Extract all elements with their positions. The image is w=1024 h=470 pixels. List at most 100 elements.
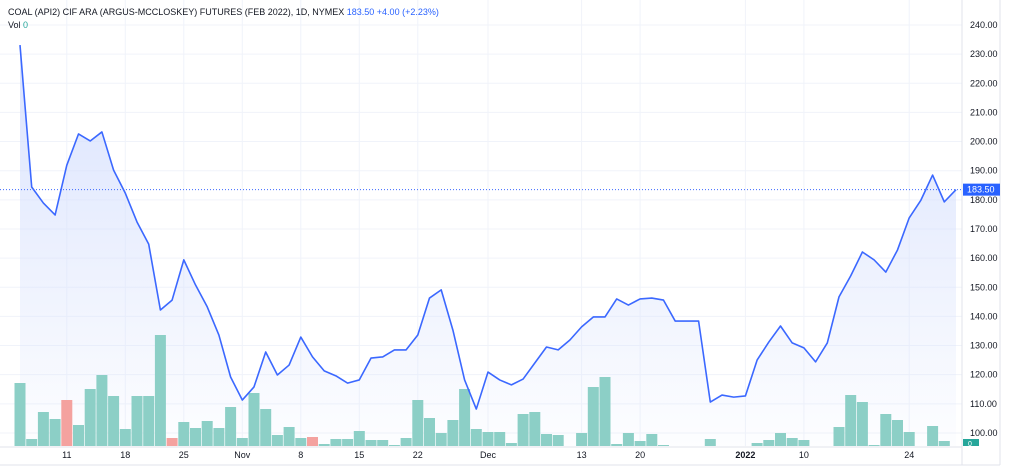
volume-value: 0 [23, 20, 29, 30]
chart-legend: COAL (API2) CIF ARA (ARGUS-MCCLOSKEY) FU… [8, 6, 439, 32]
volume-bar [412, 400, 424, 446]
x-tick-label: 2022 [735, 450, 755, 460]
y-tick-label: 200.00 [970, 137, 998, 147]
volume-bar [424, 418, 435, 446]
x-tick-label: Nov [234, 450, 251, 460]
volume-bar [213, 428, 225, 446]
volume-bar [283, 427, 295, 446]
volume-bar [775, 433, 786, 446]
x-tick-label: 15 [354, 450, 364, 460]
volume-bar [646, 434, 658, 446]
y-tick-label: 120.00 [970, 370, 998, 380]
volume-bar [201, 421, 213, 446]
volume-bar [634, 441, 646, 446]
legend-row-volume: Vol 0 [8, 19, 439, 32]
volume-bar [236, 438, 248, 446]
y-tick-label: 100.00 [970, 428, 998, 438]
volume-bar [541, 434, 552, 446]
volume-bar [143, 396, 155, 446]
x-tick-label: 24 [904, 450, 914, 460]
volume-bar [61, 400, 73, 446]
volume-bar [892, 420, 903, 446]
y-tick-label: 150.00 [970, 282, 998, 292]
volume-bar [119, 429, 131, 446]
volume-bar [903, 432, 915, 446]
volume-bar [178, 422, 190, 446]
volume-bar [599, 377, 611, 446]
volume-bar [482, 432, 494, 446]
volume-bar [353, 431, 365, 446]
volume-bar [880, 414, 892, 446]
volume-bar [938, 441, 950, 446]
volume-bar [856, 402, 868, 446]
volume-bar [307, 437, 318, 446]
volume-bar [190, 428, 201, 446]
price-change: +4.00 (+2.23%) [376, 7, 439, 17]
volume-bar [622, 433, 634, 446]
x-tick-label: 13 [577, 450, 587, 460]
volume-bar [73, 425, 84, 446]
last-price-badge-text: 183.50 [967, 185, 995, 195]
volume-bar [225, 407, 237, 446]
volume-bar [751, 443, 763, 446]
volume-bar [868, 445, 880, 446]
y-tick-label: 110.00 [970, 399, 997, 409]
x-tick-label: 18 [120, 450, 130, 460]
volume-bar [786, 438, 798, 446]
volume-bar [154, 335, 166, 446]
volume-bar [552, 435, 564, 446]
volume-bar [833, 427, 845, 446]
volume-label: Vol [8, 20, 21, 30]
volume-bar [704, 439, 716, 446]
legend-row-symbol: COAL (API2) CIF ARA (ARGUS-MCCLOSKEY) FU… [8, 6, 439, 19]
y-tick-label: 210.00 [970, 107, 998, 117]
volume-bar [166, 438, 178, 446]
volume-bar [388, 445, 400, 446]
y-tick-label: 240.00 [970, 20, 998, 30]
x-tick-label: 8 [298, 450, 303, 460]
x-tick-label: 20 [635, 450, 645, 460]
volume-bar [108, 396, 120, 446]
y-tick-label: 160.00 [970, 253, 998, 263]
volume-bar [14, 383, 26, 446]
volume-bar [845, 395, 857, 446]
volume-bar [365, 440, 377, 446]
volume-bar [529, 412, 541, 446]
volume-bar [400, 438, 412, 446]
volume-bar [576, 433, 588, 446]
y-tick-label: 180.00 [970, 195, 998, 205]
volume-bar [459, 389, 471, 446]
volume-bar [658, 445, 669, 446]
x-tick-label: 11 [62, 450, 71, 460]
volume-bar [84, 389, 96, 446]
x-tick-label: 22 [413, 450, 423, 460]
volume-bar [37, 412, 49, 446]
volume-bar [517, 414, 529, 446]
volume-bar [330, 439, 342, 446]
volume-bar [435, 433, 447, 446]
y-tick-label: 130.00 [970, 341, 998, 351]
volume-bar [927, 426, 939, 446]
last-volume-badge [963, 439, 979, 446]
y-tick-label: 230.00 [970, 49, 998, 59]
volume-bar [49, 419, 61, 446]
volume-bar [131, 396, 143, 446]
volume-bar [763, 440, 775, 446]
volume-bar [470, 429, 482, 446]
last-volume-badge-text: 0 [968, 441, 972, 448]
x-tick-label: Dec [480, 450, 497, 460]
volume-bar [494, 432, 506, 446]
last-price: 183.50 [346, 7, 375, 17]
y-tick-label: 170.00 [970, 224, 998, 234]
volume-bar [798, 440, 810, 446]
volume-bar [587, 387, 599, 446]
volume-bar [248, 393, 260, 446]
volume-bar [377, 440, 389, 446]
last-price-badge [963, 183, 1000, 196]
volume-bar [26, 439, 38, 446]
y-tick-label: 220.00 [970, 78, 998, 88]
x-tick-label: 25 [179, 450, 189, 460]
y-tick-label: 190.00 [970, 166, 998, 176]
volume-bar [342, 439, 354, 446]
